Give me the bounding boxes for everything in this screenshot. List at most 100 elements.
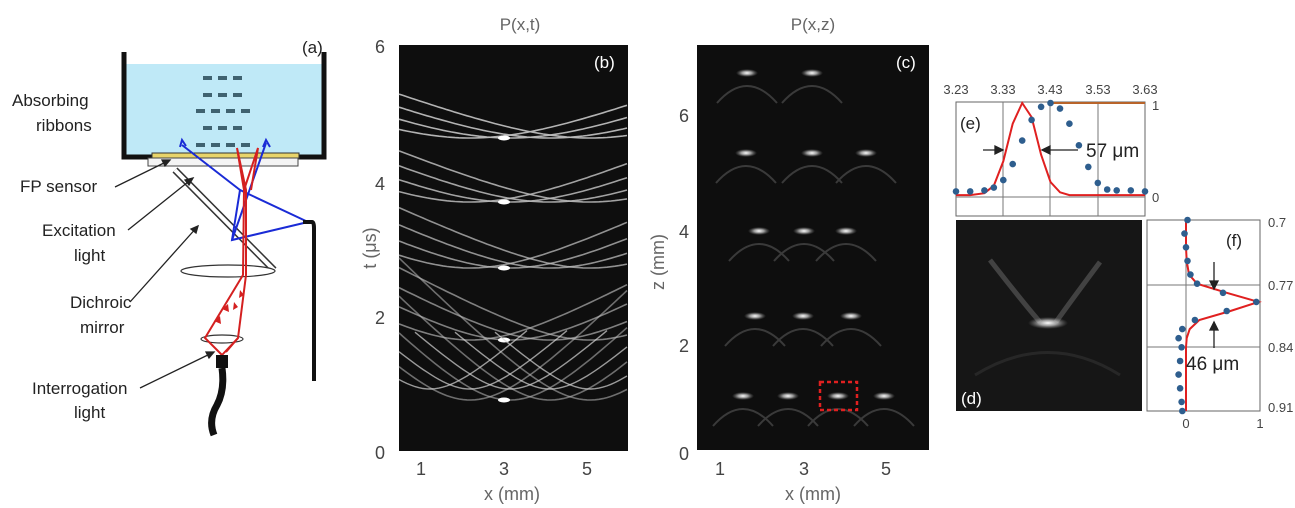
c-xtick-3: 3: [799, 459, 809, 479]
panel-c-tag: (c): [896, 53, 916, 72]
label-excitation: Excitation: [42, 221, 116, 240]
wavefront-apex-4: [498, 135, 510, 141]
wavefront-9: [398, 237, 628, 269]
e-toptick-4: 3.63: [1132, 82, 1157, 97]
blob-halo-4: [835, 165, 897, 184]
panel-f: (f) 46 μm 0.7 0.77 0.84 0.91 0 1: [1146, 215, 1293, 431]
e-dot-2: [981, 187, 988, 194]
point-reconstruction-1: [801, 69, 823, 77]
lens-upper: [180, 264, 276, 278]
panel-e-annotation: 57 μm: [1086, 141, 1139, 162]
panel-b-title: P(x,t): [500, 15, 541, 34]
c-xtick-5: 5: [881, 459, 891, 479]
panel-e-top-ticks: 3.23 3.33 3.43 3.53 3.63: [943, 82, 1157, 97]
panel-a-schematic: (a): [12, 38, 327, 437]
f-dot-4: [1187, 271, 1194, 278]
label-fp-sensor: FP sensor: [20, 177, 98, 196]
label-int-light: light: [74, 403, 105, 422]
wavefront-apex-3: [498, 199, 510, 205]
f-bottomtick-0: 0: [1182, 416, 1189, 431]
b-xtick-5: 5: [582, 459, 592, 479]
blob-halo-6: [773, 243, 835, 262]
point-reconstruction-4: [855, 149, 877, 157]
point-reconstruction-0: [736, 69, 758, 77]
tank-walls: [121, 52, 327, 160]
wavefront-15: [398, 150, 628, 203]
panel-c: P(x,z) (c) 6 4 2 0 1 3 5 x (mm) z (mm): [648, 15, 929, 504]
wavefront-4: [398, 283, 628, 341]
absorbing-ribbons: [196, 76, 253, 147]
f-dot-9: [1191, 316, 1199, 324]
c-xtick-1: 1: [715, 459, 725, 479]
f-dot-16: [1178, 398, 1185, 406]
label-light: light: [74, 246, 105, 265]
f-dot-10: [1179, 325, 1186, 333]
wavefront-17: [398, 116, 628, 139]
crossing-arc-4: [494, 331, 628, 390]
excitation-fiber: [303, 220, 316, 381]
blob-halo-7: [815, 243, 877, 262]
point-reconstruction-10: [840, 312, 862, 320]
e-toptick-0: 3.23: [943, 82, 968, 97]
wavefront-6: [398, 286, 628, 341]
e-dot-14: [1094, 179, 1102, 187]
f-righttick-2: 0.84: [1268, 340, 1293, 355]
panel-b-wavefronts: [398, 93, 628, 403]
excitation-beam: [179, 137, 309, 242]
wavefront-16: [398, 104, 628, 139]
interrogation-beam: [203, 147, 259, 356]
wavefront-3: [398, 257, 628, 401]
blob-halo-5: [728, 243, 790, 262]
blob-halo-14: [853, 408, 915, 427]
f-dot-14: [1175, 371, 1182, 378]
e-dot-4: [1000, 176, 1007, 184]
e-dot-9: [1047, 99, 1054, 107]
panel-b-yticks: 6 4 2 0: [375, 37, 385, 463]
panel-f-tag: (f): [1226, 231, 1242, 250]
wavefront-14: [398, 165, 628, 203]
crossing-arc-1: [398, 330, 568, 390]
e-righttick-0: 0: [1152, 190, 1159, 205]
f-dot-6: [1219, 289, 1227, 297]
point-reconstruction-14: [873, 392, 895, 400]
panel-f-right-ticks: 0.7 0.77 0.84 0.91: [1268, 215, 1293, 415]
e-righttick-1: 1: [1152, 98, 1159, 113]
panel-c-reconstruction: [712, 69, 915, 427]
point-reconstruction-13: [827, 392, 849, 400]
panel-b-xlabel: x (mm): [484, 484, 540, 504]
label-dichroic: Dichroic: [70, 293, 132, 312]
blob-halo-1: [781, 85, 843, 104]
panel-c-xticks: 1 3 5: [715, 459, 891, 479]
label-absorbing: Absorbing: [12, 91, 89, 110]
f-dot-0: [1184, 216, 1191, 224]
e-toptick-3: 3.53: [1085, 82, 1110, 97]
wavefront-13: [398, 176, 628, 203]
c-ytick-4: 4: [679, 222, 689, 242]
e-dot-6: [1018, 137, 1026, 144]
panel-c-title: P(x,z): [791, 15, 835, 34]
b-xtick-1: 1: [416, 459, 426, 479]
f-dot-7: [1253, 298, 1260, 306]
point-reconstruction-12: [777, 392, 799, 400]
panel-f-frame: [1146, 219, 1261, 412]
e-dot-3: [990, 184, 998, 191]
label-interrogation: Interrogation: [32, 379, 127, 398]
lens-lower: [200, 334, 244, 344]
panel-e: 3.23 3.33 3.43 3.53 3.63 (e) 57 μm 1 0: [943, 82, 1159, 217]
label-mirror: mirror: [80, 318, 125, 337]
panel-f-annotation: 46 μm: [1186, 354, 1239, 375]
dichroic-mirror: [172, 167, 277, 273]
point-reconstruction-5: [748, 227, 770, 235]
f-dot-2: [1182, 244, 1190, 251]
e-dot-7: [1028, 116, 1035, 124]
panel-e-tag: (e): [960, 114, 981, 133]
c-ytick-2: 2: [679, 336, 689, 356]
blob-halo-11: [712, 408, 774, 427]
e-dot-16: [1113, 187, 1120, 194]
point-reconstruction-9: [792, 312, 814, 320]
crossing-arc-0: [398, 330, 528, 390]
e-dot-0: [952, 188, 960, 195]
point-reconstruction-2: [735, 149, 757, 157]
wavefront-0: [398, 289, 628, 401]
f-dot-17: [1179, 407, 1186, 415]
